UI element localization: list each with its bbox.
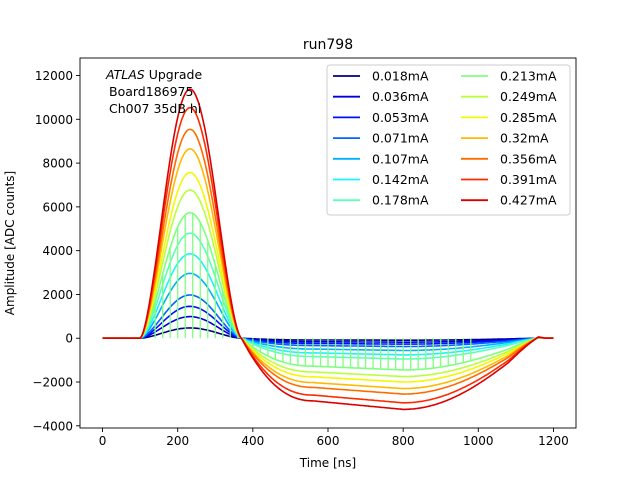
legend-label: 0.018mA (372, 69, 429, 84)
y-tick-label: −4000 (32, 419, 73, 433)
series-line (102, 106, 554, 404)
annotation-channel: Ch007 35dB hi (109, 101, 201, 116)
legend-label: 0.178mA (372, 193, 429, 208)
series-layer (102, 88, 554, 411)
annotation-board: Board186975 (109, 84, 193, 99)
legend-items: 0.018mA 0.036mA 0.053mA 0.071mA 0.107mA 0.142… (333, 69, 557, 208)
legend: 0.018mA 0.036mA 0.053mA 0.071mA 0.107mA 0.142… (326, 64, 571, 216)
legend-label: 0.249mA (500, 89, 557, 104)
legend-box (326, 64, 571, 216)
legend-label: 0.142mA (372, 172, 429, 187)
atlas-annotation: ATLAS Upgrade Board186975 Ch007 35dB hi (105, 67, 202, 116)
x-tick-label: 1000 (463, 434, 494, 448)
x-tick-label: 400 (241, 434, 264, 448)
y-axis: −4000 −2000 0 2000 4000 6000 8000 10000 12000 (32, 69, 80, 433)
y-tick-label: 0 (65, 332, 73, 346)
legend-label: 0.071mA (372, 131, 429, 146)
y-tick-label: 4000 (42, 244, 73, 258)
x-tick-label: 0 (99, 434, 107, 448)
series-line (102, 189, 554, 378)
legend-label: 0.036mA (372, 89, 429, 104)
series-line (102, 171, 554, 383)
annotation-atlas: ATLAS (105, 67, 145, 82)
y-tick-label: 10000 (35, 113, 73, 127)
y-tick-label: 6000 (42, 200, 73, 214)
x-axis: 0 200 400 600 800 1000 1200 (99, 428, 569, 448)
x-tick-label: 800 (392, 434, 415, 448)
x-tick-label: 200 (166, 434, 189, 448)
series-line (102, 128, 554, 395)
annotation-upgrade: Upgrade (145, 67, 203, 82)
legend-label: 0.285mA (500, 110, 557, 125)
legend-label: 0.391mA (500, 172, 557, 187)
annotation-line-1: ATLAS Upgrade (105, 67, 202, 82)
series-line (102, 88, 554, 411)
x-tick-label: 600 (317, 434, 340, 448)
x-tick-label: 1200 (538, 434, 569, 448)
legend-label: 0.107mA (372, 151, 429, 166)
x-axis-label: Time [ns] (299, 456, 356, 470)
legend-label: 0.053mA (372, 110, 429, 125)
legend-label: 0.427mA (500, 193, 557, 208)
y-tick-label: −2000 (32, 376, 73, 390)
legend-label: 0.356mA (500, 151, 557, 166)
y-axis-label: Amplitude [ADC counts] (3, 171, 17, 315)
legend-label: 0.213mA (500, 69, 557, 84)
series-line (102, 147, 554, 390)
y-tick-label: 2000 (42, 288, 73, 302)
y-tick-label: 8000 (42, 157, 73, 171)
chart-title: run798 (303, 37, 353, 53)
legend-label: 0.32mA (500, 131, 549, 146)
y-tick-label: 12000 (35, 69, 73, 83)
